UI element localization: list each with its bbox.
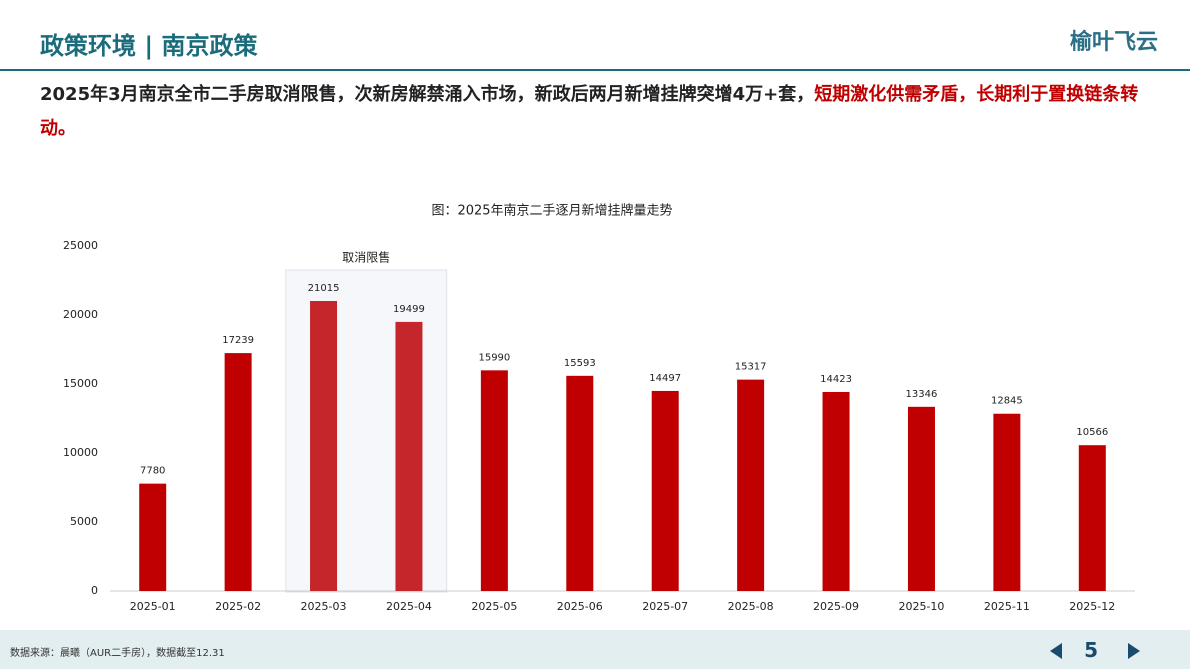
y-tick-label: 25000 <box>63 239 98 252</box>
value-label: 10566 <box>1076 427 1108 438</box>
y-tick-label: 0 <box>91 584 98 597</box>
value-label: 15317 <box>735 362 767 373</box>
bar <box>993 413 1021 591</box>
value-label: 12845 <box>991 396 1023 407</box>
highlight-box <box>285 269 448 593</box>
x-tick-label: 2025-10 <box>898 600 944 613</box>
y-tick-label: 10000 <box>63 446 98 459</box>
bar <box>737 379 765 591</box>
bar <box>822 391 850 591</box>
x-tick-label: 2025-08 <box>728 600 774 613</box>
value-label: 21015 <box>308 283 340 294</box>
bar <box>224 353 252 591</box>
value-label: 14497 <box>649 373 681 384</box>
x-tick-label: 2025-01 <box>130 600 176 613</box>
x-tick-label: 2025-05 <box>471 600 517 613</box>
x-tick-label: 2025-09 <box>813 600 859 613</box>
headline-text: 2025年3月南京全市二手房取消限售，次新房解禁涌入市场，新政后两月新增挂牌突增… <box>40 84 815 105</box>
source-note: 数据来源：晨曦（AUR二手房），数据截至12.31 <box>10 648 225 659</box>
chart: 图：2025年南京二手逐月新增挂牌量走势 取消限售 0 5000 10000 15000… <box>63 203 1135 613</box>
value-label: 15593 <box>564 358 596 369</box>
bar <box>907 406 935 591</box>
y-tick-label: 20000 <box>63 308 98 321</box>
chart-title: 图：2025年南京二手逐月新增挂牌量走势 <box>431 203 672 219</box>
value-label: 14423 <box>820 374 852 385</box>
next-button[interactable] <box>1128 643 1140 659</box>
footer: 数据来源：晨曦（AUR二手房），数据截至12.31 5 <box>0 630 1190 669</box>
value-label: 7780 <box>140 466 165 477</box>
x-tick-label: 2025-12 <box>1069 600 1115 613</box>
bar <box>395 321 423 591</box>
bar <box>139 483 167 591</box>
value-label: 17239 <box>222 335 254 346</box>
y-tick-label: 5000 <box>70 515 98 528</box>
y-tick-label: 15000 <box>63 377 98 390</box>
value-label: 13346 <box>906 389 938 400</box>
annotation: 取消限售 <box>342 250 390 265</box>
x-tick-label: 2025-11 <box>984 600 1030 613</box>
logo: 榆叶飞云 <box>1069 30 1158 55</box>
page-number: 5 <box>1084 638 1098 662</box>
section-title: 政策环境 | 南京政策 <box>40 32 258 60</box>
bar <box>480 370 508 591</box>
bar <box>1078 445 1106 591</box>
x-tick-label: 2025-03 <box>301 600 347 613</box>
bar <box>566 375 594 591</box>
x-tick-label: 2025-06 <box>557 600 603 613</box>
header-rule <box>0 69 1190 71</box>
x-tick-label: 2025-04 <box>386 600 432 613</box>
x-tick-label: 2025-07 <box>642 600 688 613</box>
x-tick-label: 2025-02 <box>215 600 261 613</box>
bar <box>310 300 338 591</box>
prev-button[interactable] <box>1050 643 1062 659</box>
headline-emphasis: 短期激化供需矛盾，长期利于置换链条转动。 <box>40 84 1139 139</box>
value-label: 19499 <box>393 304 425 315</box>
headline: 2025年3月南京全市二手房取消限售，次新房解禁涌入市场，新政后两月新增挂牌突增… <box>40 78 1150 146</box>
value-label: 15990 <box>478 352 510 363</box>
bar <box>651 390 679 591</box>
